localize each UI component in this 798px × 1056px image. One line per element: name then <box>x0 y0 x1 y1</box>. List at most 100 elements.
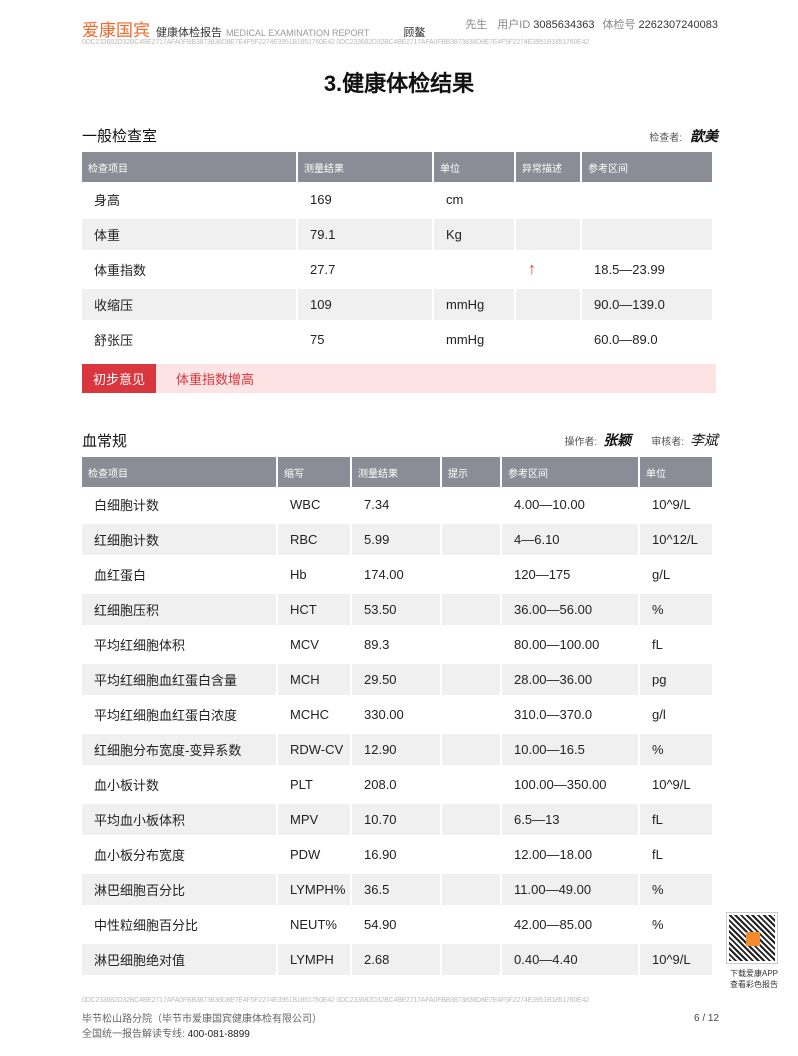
cell-result: 169 <box>310 192 332 207</box>
cell-result: 330.00 <box>364 707 404 722</box>
cell-abbr: MPV <box>278 802 350 837</box>
cell-abbr: Hb <box>290 567 307 582</box>
cell-item: 收缩压 <box>82 287 296 322</box>
cell-abbr: WBC <box>290 497 321 512</box>
abnormal-up-arrow-icon <box>516 182 580 217</box>
brand-logo: 爱康国宾 <box>82 21 150 40</box>
cell-ref: 11.00—49.00 <box>502 872 638 907</box>
col-header: 缩写 <box>278 457 350 487</box>
page-title: 3.健康体检结果 <box>323 71 475 96</box>
cell-abbr: HCT <box>278 592 350 627</box>
table-row: 体重指数 27.7 ↑ 18.5—23.99 <box>82 252 712 287</box>
cell-ref: 6.5—13 <box>502 802 638 837</box>
cell-abbr: MCHC <box>290 707 329 722</box>
cell-unit: 10^12/L <box>640 522 712 557</box>
cell-unit: % <box>640 872 712 907</box>
cell-result: 79.1 <box>298 217 432 252</box>
cell-abbr: MCV <box>290 637 319 652</box>
cell-item: 淋巴细胞百分比 <box>82 872 276 907</box>
col-header: 参考区间 <box>582 152 712 182</box>
app-logo-icon <box>746 932 760 946</box>
cell-unit: % <box>640 592 712 627</box>
cell-ref: 18.5—23.99 <box>594 262 665 277</box>
cell-item: 体重指数 <box>94 263 147 278</box>
table-header: 检查项目 缩写 测量结果 提示 参考区间 单位 <box>82 457 712 487</box>
examiner-label: 检查者: <box>649 132 682 144</box>
cell-unit: fL <box>640 802 712 837</box>
report-label-en: MEDICAL EXAMINATION REPORT <box>226 28 370 38</box>
cell-item: 血小板分布宽度 <box>94 848 186 863</box>
cell-ref: 100.00—350.00 <box>514 777 607 792</box>
cell-unit: Kg <box>434 217 514 252</box>
table-row: 血红蛋白 Hb 174.00 120—175 g/L <box>82 557 712 592</box>
col-header: 检查项目 <box>82 152 296 182</box>
reviewer-label: 审核者: <box>651 436 684 448</box>
cell-result: 16.90 <box>364 847 397 862</box>
cell-unit: mmHg <box>434 287 514 322</box>
cell-hint <box>442 732 500 767</box>
cell-abbr: RBC <box>278 522 350 557</box>
cell-unit: 10^9/L <box>640 942 712 977</box>
cell-abbr: LYMPH <box>278 942 350 977</box>
col-header: 单位 <box>434 152 514 182</box>
cell-unit: g/L <box>652 567 671 582</box>
table-row: 平均红细胞体积 MCV 89.3 80.00—100.00 fL <box>82 627 712 662</box>
cell-result: 5.99 <box>352 522 440 557</box>
col-header: 测量结果 <box>298 152 432 182</box>
hotline-label: 全国统一报告解读专线: <box>82 1029 185 1040</box>
cell-hint <box>442 837 500 872</box>
cell-unit: % <box>640 732 712 767</box>
cell-ref <box>582 182 712 217</box>
opinion-text: 体重指数增高 <box>176 372 255 387</box>
abnormal-up-arrow-icon <box>516 217 580 252</box>
cell-hint <box>442 697 500 732</box>
cell-ref: 4—6.10 <box>502 522 638 557</box>
page-number: 6 / 12 <box>694 1013 720 1024</box>
cell-hint <box>442 487 500 522</box>
cell-ref: 80.00—100.00 <box>514 637 600 652</box>
cell-item: 红细胞压积 <box>82 592 276 627</box>
cell-result: 29.50 <box>352 662 440 697</box>
cell-abbr: PLT <box>290 777 313 792</box>
cell-ref: 310.0—370.0 <box>514 707 593 722</box>
cell-hint <box>442 592 500 627</box>
cell-result: 54.90 <box>364 917 397 932</box>
cell-result: 89.3 <box>364 637 390 652</box>
col-header: 检查项目 <box>82 457 276 487</box>
cell-hint <box>442 872 500 907</box>
table-row: 淋巴细胞百分比 LYMPH% 36.5 11.00—49.00% <box>82 872 712 907</box>
cell-result: 27.7 <box>310 262 336 277</box>
cell-hint <box>442 627 500 662</box>
patient-name: 顾鳌 <box>403 27 426 39</box>
operator-signature: 张颖 <box>603 433 632 449</box>
exam-no: 2262307240083 <box>638 19 718 31</box>
cell-item: 血小板计数 <box>94 778 160 793</box>
cell-item: 红细胞计数 <box>82 522 276 557</box>
cell-result: 2.68 <box>352 942 440 977</box>
cell-ref: 120—175 <box>514 567 571 582</box>
patient-title: 先生 <box>465 19 488 31</box>
footer-hash: 0DC233682D32BC4BE2717AFA0FBB3873838D8E7E… <box>82 997 589 1004</box>
qr-code[interactable] <box>726 912 778 964</box>
table-row: 血小板分布宽度 PDW 16.90 12.00—18.00 fL <box>82 837 712 872</box>
cell-item: 平均红细胞血红蛋白含量 <box>82 662 276 697</box>
cell-unit: % <box>652 917 664 932</box>
cell-unit: fL <box>652 847 663 862</box>
table-row: 中性粒细胞百分比 NEUT% 54.90 42.00—85.00% <box>82 907 712 942</box>
cell-abbr: NEUT% <box>290 917 337 932</box>
cell-result: 109 <box>298 287 432 322</box>
table-row: 平均红细胞血红蛋白含量 MCH 29.50 28.00—36.00 pg <box>82 662 712 697</box>
cell-result: 7.34 <box>364 497 390 512</box>
col-header: 提示 <box>442 457 500 487</box>
cell-item: 白细胞计数 <box>94 498 160 513</box>
cell-ref: 36.00—56.00 <box>502 592 638 627</box>
user-id-label: 用户ID <box>497 19 531 31</box>
cell-result: 12.90 <box>352 732 440 767</box>
examiner-signature: 歆美 <box>690 129 718 145</box>
cell-unit: fL <box>652 637 663 652</box>
reviewer-signature: 李斌 <box>690 433 718 449</box>
preliminary-opinion: 初步意见 体重指数增高 <box>82 364 716 393</box>
general-table: 检查项目 测量结果 单位 异常描述 参考区间 身高 169 cm 体重 79.1 Kg 体重… <box>80 152 714 357</box>
col-header: 测量结果 <box>352 457 440 487</box>
cell-hint <box>442 557 500 592</box>
